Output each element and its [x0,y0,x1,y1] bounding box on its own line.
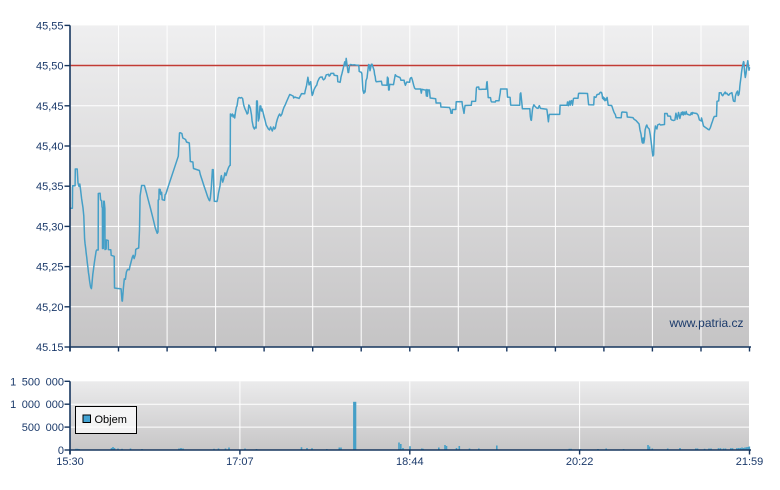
svg-text:45,55: 45,55 [36,20,64,32]
svg-text:45,35: 45,35 [36,181,64,193]
svg-text:45,20: 45,20 [36,302,64,314]
svg-text:21:59: 21:59 [736,456,764,468]
svg-text:0: 0 [58,445,64,457]
svg-text:500 000: 500 000 [22,422,64,434]
svg-text:1 000 000: 1 000 000 [10,399,64,411]
svg-text:www.patria.cz: www.patria.cz [668,316,743,330]
svg-text:Objem: Objem [95,414,127,426]
svg-text:45,45: 45,45 [36,101,64,113]
svg-text:45,50: 45,50 [36,61,64,73]
svg-text:45.15: 45.15 [36,342,64,354]
svg-text:45,25: 45,25 [36,262,64,274]
svg-text:20:22: 20:22 [566,456,594,468]
svg-text:45,40: 45,40 [36,141,64,153]
svg-text:1 500 000: 1 500 000 [10,376,64,388]
svg-text:45,30: 45,30 [36,221,64,233]
svg-text:18:44: 18:44 [396,456,424,468]
svg-text:15:30: 15:30 [56,456,84,468]
svg-text:17:07: 17:07 [226,456,254,468]
